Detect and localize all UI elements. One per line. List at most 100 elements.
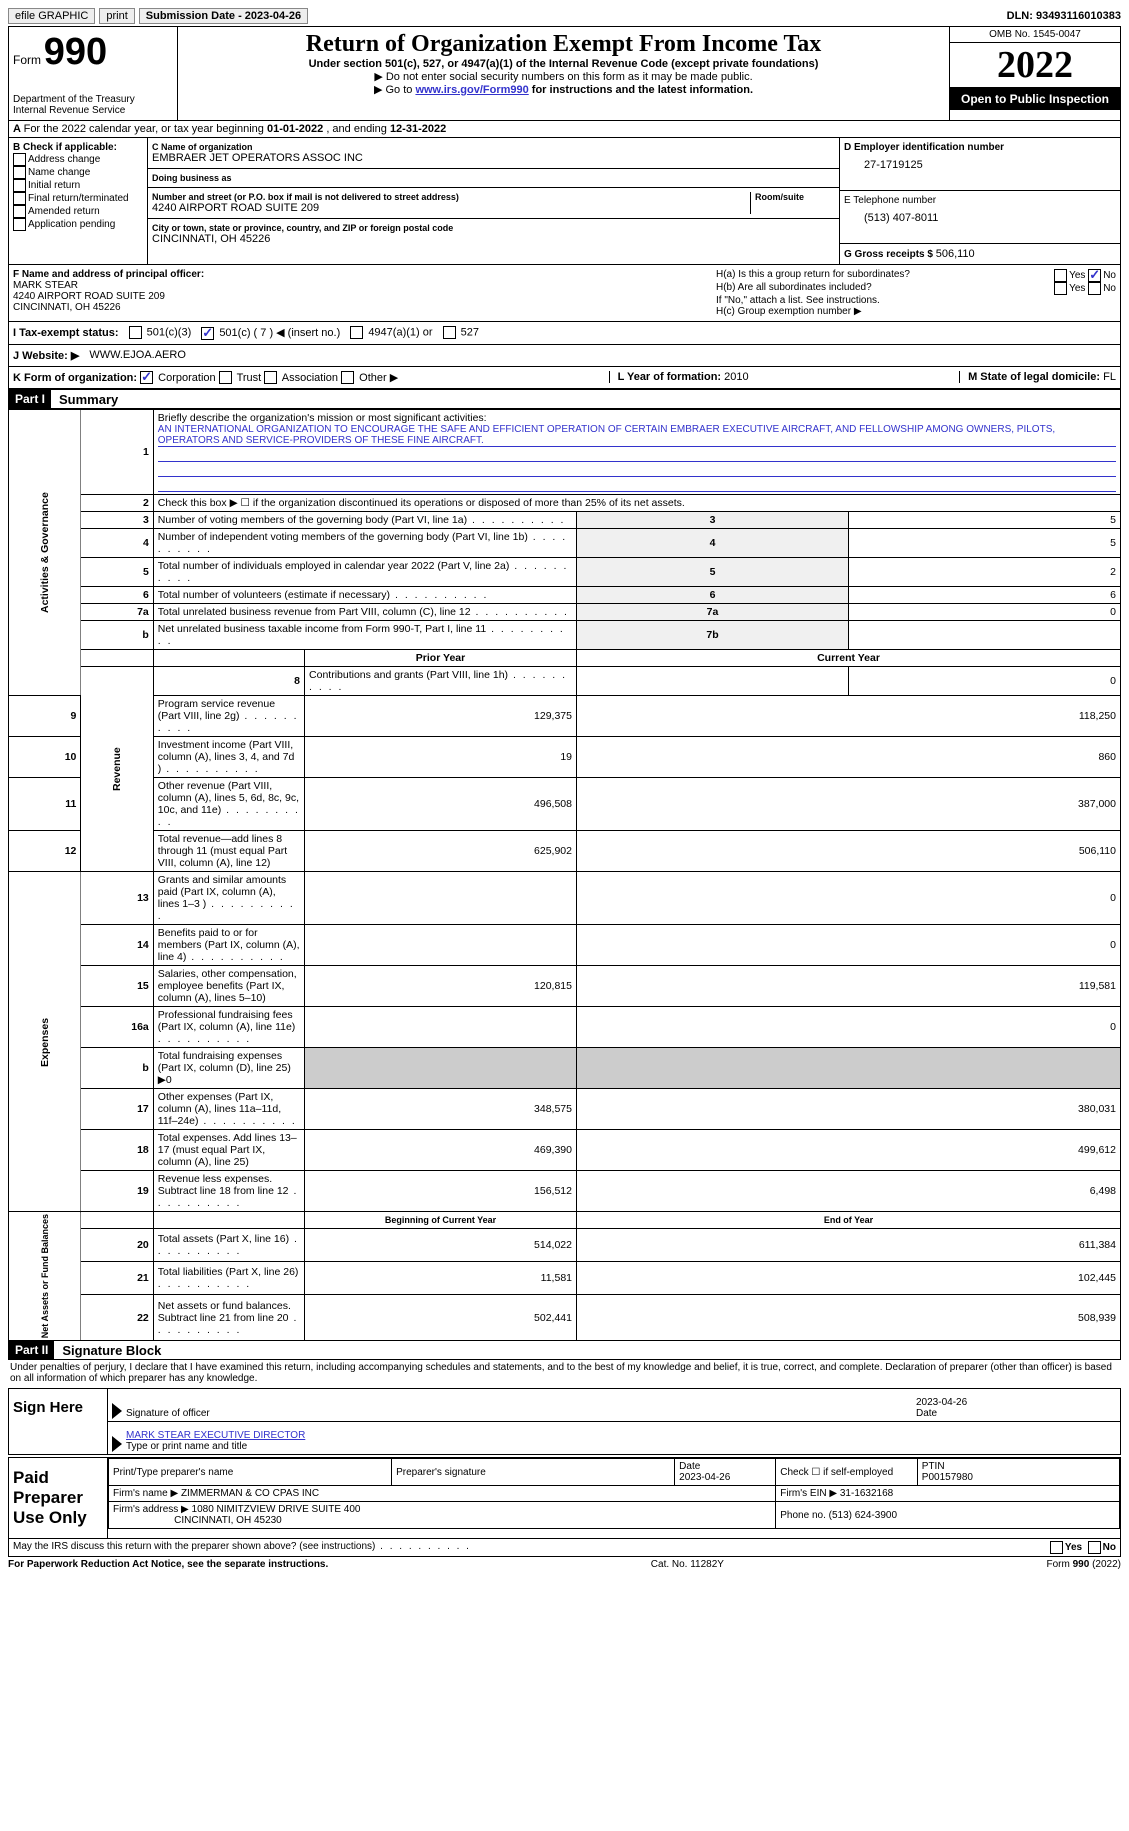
omb-number: OMB No. 1545-0047 xyxy=(950,27,1120,43)
opt-assoc[interactable]: Association xyxy=(264,372,338,384)
check-pending[interactable]: Application pending xyxy=(13,218,143,231)
sign-section: Sign Here Signature of officer 2023-04-2… xyxy=(8,1388,1121,1455)
opt-corp[interactable]: Corporation xyxy=(140,372,216,384)
discuss-row: May the IRS discuss this return with the… xyxy=(8,1539,1121,1557)
check-name[interactable]: Name change xyxy=(13,166,143,179)
website-row: J Website: ▶ WWW.EJOA.AERO xyxy=(8,345,1121,367)
val-7a: 0 xyxy=(848,604,1120,621)
firm-ein: 31-1632168 xyxy=(840,1488,893,1499)
print-button[interactable]: print xyxy=(99,8,134,24)
self-employed-check[interactable]: Check ☐ if self-employed xyxy=(776,1459,918,1486)
officer-name: MARK STEAR xyxy=(13,280,708,291)
section-f: F Name and address of principal officer:… xyxy=(9,265,712,321)
header-left: Form 990 Department of the Treasury Inte… xyxy=(9,27,178,120)
col-b: B Check if applicable: Address change Na… xyxy=(9,138,148,264)
net-21: 102,445 xyxy=(577,1262,1121,1295)
check-initial[interactable]: Initial return xyxy=(13,179,143,192)
footer: For Paperwork Reduction Act Notice, see … xyxy=(8,1557,1121,1572)
row-a: A For the 2022 calendar year, or tax yea… xyxy=(8,121,1121,138)
open-inspection: Open to Public Inspection xyxy=(950,88,1120,110)
opt-501c3[interactable]: 501(c)(3) xyxy=(129,326,192,339)
sign-here-label: Sign Here xyxy=(9,1389,108,1454)
gross-receipts: 506,110 xyxy=(936,248,975,260)
dln: DLN: 93493116010383 xyxy=(1007,10,1121,22)
net-22: 508,939 xyxy=(577,1294,1121,1340)
sig-arrow-icon xyxy=(112,1403,122,1419)
state-domicile: FL xyxy=(1103,371,1116,383)
top-bar: efile GRAPHIC print Submission Date - 20… xyxy=(8,8,1121,24)
hb-yesno[interactable]: Yes No xyxy=(1054,282,1116,295)
governance-label: Activities & Governance xyxy=(9,410,81,696)
ha-yesno[interactable]: Yes No xyxy=(1054,269,1116,282)
exp-15: 119,581 xyxy=(577,966,1121,1007)
part2-title: Signature Block xyxy=(54,1343,161,1358)
sig-arrow-icon xyxy=(112,1436,122,1452)
declaration: Under penalties of perjury, I declare th… xyxy=(8,1360,1121,1386)
col-de: D Employer identification number 27-1719… xyxy=(839,138,1120,264)
revenue-label: Revenue xyxy=(81,667,153,872)
part1-title: Summary xyxy=(51,392,118,407)
year-formation: 2010 xyxy=(724,371,748,383)
firm-name: ZIMMERMAN & CO CPAS INC xyxy=(181,1488,319,1499)
form-header: Form 990 Department of the Treasury Inte… xyxy=(8,26,1121,121)
col-c: C Name of organization EMBRAER JET OPERA… xyxy=(148,138,839,264)
org-name: EMBRAER JET OPERATORS ASSOC INC xyxy=(152,152,835,164)
check-amended[interactable]: Amended return xyxy=(13,205,143,218)
opt-527[interactable]: 527 xyxy=(443,326,479,339)
exp-16b-c xyxy=(577,1048,1121,1089)
check-address[interactable]: Address change xyxy=(13,153,143,166)
opt-other[interactable]: Other ▶ xyxy=(341,372,398,384)
exp-14: 0 xyxy=(577,925,1121,966)
rev-9: 118,250 xyxy=(577,696,1121,737)
street: 4240 AIRPORT ROAD SUITE 209 xyxy=(152,202,750,214)
form-subtitle: Under section 501(c), 527, or 4947(a)(1)… xyxy=(182,58,945,70)
exp-16b-p xyxy=(305,1048,577,1089)
rev-10: 860 xyxy=(577,737,1121,778)
summary-table: Activities & Governance 1 Briefly descri… xyxy=(8,409,1121,1341)
check-final[interactable]: Final return/terminated xyxy=(13,192,143,205)
status-row: I Tax-exempt status: 501(c)(3) 501(c) ( … xyxy=(8,322,1121,345)
note-link: ▶ Go to www.irs.gov/Form990 for instruct… xyxy=(182,83,945,96)
k-row: K Form of organization: Corporation Trus… xyxy=(8,367,1121,390)
phone: (513) 407-8011 xyxy=(844,206,1116,224)
opt-trust[interactable]: Trust xyxy=(219,372,262,384)
city: CINCINNATI, OH 45226 xyxy=(152,233,835,245)
val-4: 5 xyxy=(848,529,1120,558)
part2-header: Part II xyxy=(9,1341,54,1359)
firm-addr: 1080 NIMITZVIEW DRIVE SUITE 400 xyxy=(192,1504,361,1515)
exp-18: 499,612 xyxy=(577,1130,1121,1171)
opt-501c[interactable]: 501(c) ( 7 ) ◀ (insert no.) xyxy=(201,326,340,340)
submission-date: Submission Date - 2023-04-26 xyxy=(139,8,308,24)
website: WWW.EJOA.AERO xyxy=(89,349,186,361)
dept-label: Department of the Treasury Internal Reve… xyxy=(13,94,173,116)
net-20: 611,384 xyxy=(577,1229,1121,1262)
section-bcde: B Check if applicable: Address change Na… xyxy=(8,138,1121,265)
header-mid: Return of Organization Exempt From Incom… xyxy=(178,27,949,120)
tax-year: 2022 xyxy=(950,43,1120,88)
val-7b xyxy=(848,621,1120,650)
form-title: Return of Organization Exempt From Incom… xyxy=(182,31,945,58)
rev-8: 0 xyxy=(848,667,1120,696)
expenses-label: Expenses xyxy=(9,872,81,1212)
form-footer: Form 990 (2022) xyxy=(1047,1559,1121,1570)
exp-19: 6,498 xyxy=(577,1171,1121,1212)
irs-link[interactable]: www.irs.gov/Form990 xyxy=(415,84,528,96)
opt-4947[interactable]: 4947(a)(1) or xyxy=(350,326,432,339)
firm-phone: (513) 624-3900 xyxy=(829,1510,897,1521)
note-ssn: Do not enter social security numbers on … xyxy=(182,70,945,83)
exp-16a: 0 xyxy=(577,1007,1121,1048)
ptin: P00157980 xyxy=(922,1472,973,1483)
officer-name-title: MARK STEAR EXECUTIVE DIRECTOR xyxy=(126,1430,305,1441)
mission-text: AN INTERNATIONAL ORGANIZATION TO ENCOURA… xyxy=(158,424,1116,447)
rev-12: 506,110 xyxy=(577,831,1121,872)
netassets-label: Net Assets or Fund Balances xyxy=(9,1212,81,1341)
form-number: 990 xyxy=(44,31,107,73)
officer-row: F Name and address of principal officer:… xyxy=(8,265,1121,322)
discuss-yesno[interactable]: Yes No xyxy=(1050,1541,1116,1554)
val-3: 5 xyxy=(848,512,1120,529)
val-5: 2 xyxy=(848,558,1120,587)
rev-11: 387,000 xyxy=(577,778,1121,831)
ein: 27-1719125 xyxy=(844,153,1116,171)
paid-section: Paid Preparer Use Only Print/Type prepar… xyxy=(8,1457,1121,1539)
exp-13: 0 xyxy=(577,872,1121,925)
